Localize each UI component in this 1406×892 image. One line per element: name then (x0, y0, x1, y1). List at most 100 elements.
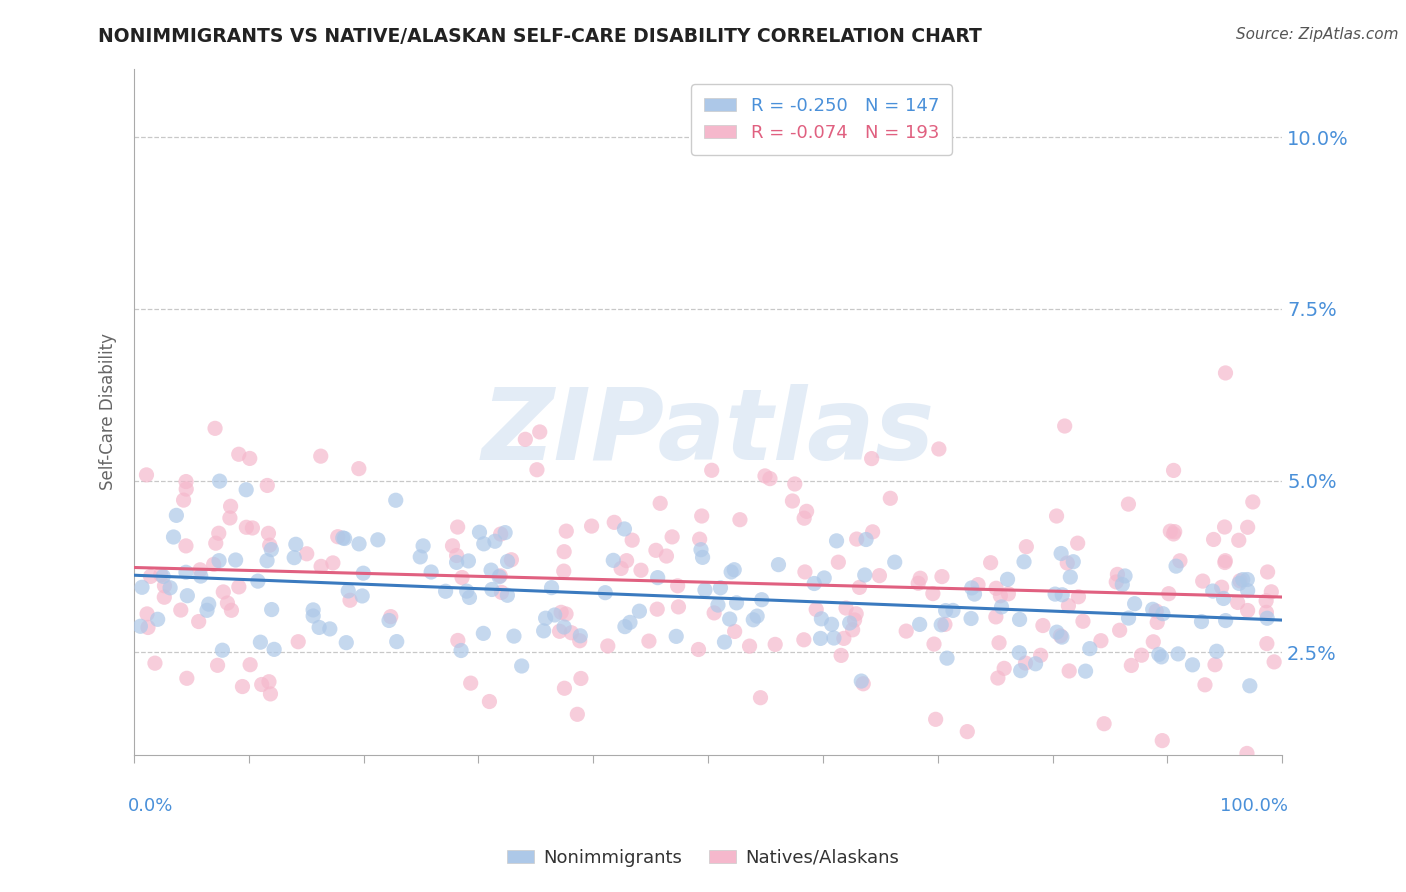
Point (1213, 520, 1236, 534)
Point (515, 433, 537, 447)
Point (187, 615, 209, 629)
Point (228, 447, 250, 461)
Point (1057, 599, 1080, 613)
Point (1074, 664, 1097, 678)
Point (1049, 629, 1071, 643)
Point (239, 657, 262, 672)
Point (333, 532, 356, 546)
Point (960, 581, 983, 595)
Point (986, 581, 1008, 595)
Point (907, 576, 929, 591)
Point (204, 421, 226, 435)
Point (441, 539, 464, 553)
Point (494, 525, 516, 540)
Point (602, 553, 624, 567)
Point (256, 478, 278, 492)
Point (1059, 570, 1081, 584)
Point (219, 500, 242, 514)
Legend: Nonimmigrants, Natives/Alaskans: Nonimmigrants, Natives/Alaskans (499, 842, 907, 874)
Point (1066, 536, 1088, 550)
Point (848, 581, 870, 595)
Point (1236, 603, 1258, 617)
Point (488, 570, 510, 584)
Point (295, 547, 318, 561)
Point (149, 567, 172, 582)
Point (832, 632, 855, 646)
Point (988, 636, 1011, 650)
Point (823, 631, 845, 645)
Point (810, 632, 832, 646)
Point (153, 579, 176, 593)
Point (460, 676, 482, 690)
Point (628, 604, 651, 618)
Point (855, 533, 877, 547)
Point (136, 607, 159, 621)
Point (924, 712, 946, 726)
Point (980, 556, 1002, 570)
Point (803, 576, 825, 591)
Point (1012, 555, 1035, 569)
Point (472, 537, 495, 551)
Point (690, 542, 713, 557)
Point (139, 569, 162, 583)
Point (1015, 540, 1038, 554)
Point (1067, 590, 1090, 604)
Point (212, 585, 235, 599)
Point (1032, 618, 1054, 632)
Point (131, 580, 153, 594)
Point (742, 613, 765, 627)
Point (990, 599, 1012, 614)
Point (146, 612, 169, 626)
Point (568, 633, 591, 648)
Point (645, 543, 668, 558)
Point (725, 596, 748, 610)
Text: ZIPatlas: ZIPatlas (482, 384, 935, 481)
Point (446, 520, 468, 534)
Point (484, 534, 506, 549)
Point (645, 602, 668, 616)
Point (1062, 555, 1084, 569)
Point (256, 554, 278, 568)
Point (159, 581, 181, 595)
Point (1118, 611, 1140, 625)
Point (1150, 649, 1173, 664)
Point (1236, 747, 1258, 761)
Point (793, 565, 815, 579)
Point (688, 642, 710, 657)
Point (879, 491, 901, 506)
Point (1236, 520, 1258, 534)
Point (619, 615, 641, 630)
Point (503, 629, 526, 643)
Point (1147, 648, 1170, 662)
Point (1045, 508, 1067, 523)
Point (963, 587, 986, 601)
Point (1108, 624, 1130, 638)
Point (751, 592, 773, 607)
Point (967, 577, 990, 591)
Point (242, 521, 264, 535)
Point (908, 617, 931, 632)
Point (724, 624, 747, 639)
Point (176, 589, 198, 603)
Point (987, 671, 1010, 685)
Point (1256, 606, 1278, 620)
Point (738, 639, 761, 653)
Point (347, 537, 370, 551)
Point (838, 615, 860, 630)
Point (208, 474, 231, 488)
Point (489, 527, 512, 541)
Point (868, 568, 890, 582)
Point (195, 603, 218, 617)
Point (409, 549, 432, 564)
Point (319, 622, 342, 636)
Text: 0.0%: 0.0% (128, 797, 174, 814)
Point (1114, 569, 1136, 583)
Point (793, 511, 815, 525)
Point (152, 569, 174, 583)
Point (613, 522, 636, 536)
Point (337, 583, 360, 598)
Point (692, 550, 714, 565)
Point (1213, 556, 1236, 570)
Point (263, 642, 285, 657)
Point (367, 533, 389, 547)
